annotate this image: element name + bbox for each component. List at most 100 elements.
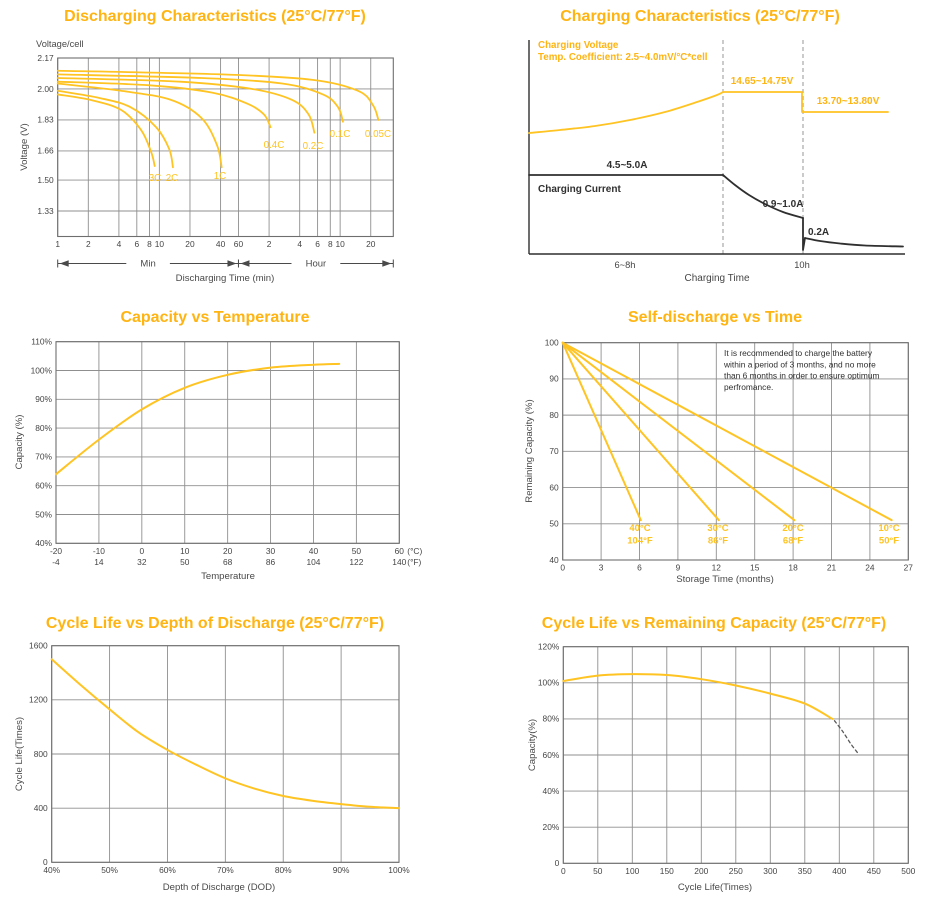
- annotation: 68°F: [783, 536, 803, 547]
- x-tick-label: 50: [593, 866, 603, 876]
- annotation: 0.9~1.0A: [763, 199, 804, 210]
- y-axis-title: Capacity(%): [527, 719, 538, 771]
- y-tick-label: 100%: [31, 365, 53, 375]
- discharging-chart-title: Discharging Characteristics (25°C/77°F): [64, 8, 366, 25]
- cycle-life-capacity-chart-canvas: 0 50 100 150 200 250 300 350 400 450 500 120% 100% 80…: [527, 642, 916, 894]
- range-arrows: [57, 259, 394, 268]
- x-tick-label: 250: [729, 866, 743, 876]
- x-tick-label: 10: [155, 239, 165, 249]
- annotation: than 6 months in order to ensure optimum: [724, 371, 880, 381]
- annotation: 0.2C: [303, 141, 324, 152]
- x-tick-label: 60: [395, 546, 405, 556]
- annotation: It is recommended to charge the battery: [724, 348, 873, 358]
- series-capacity-projection: [833, 720, 859, 754]
- x-tick-label: 50: [352, 546, 362, 556]
- y-tick-label: 70%: [35, 452, 52, 462]
- series-cycle-life: [50, 658, 400, 810]
- series-charging-voltage-step: [722, 91, 889, 113]
- x-tick-label: 60: [234, 239, 244, 249]
- capacity-temperature-chart-title: Capacity vs Temperature: [120, 309, 310, 326]
- series-2C: [56, 89, 174, 169]
- charging-chart-title: Charging Characteristics (25°C/77°F): [560, 8, 840, 25]
- annotation: 30°C: [707, 523, 728, 534]
- tick-labels: 0 50 100 150 200 250 300 350 400 450 500 120% 100% 80…: [538, 642, 916, 876]
- y-tick-label: 400: [34, 803, 48, 813]
- x-tick-label: 24: [865, 563, 875, 573]
- cycle-life-dod-chart-title: Cycle Life vs Depth of Discharge (25°C/7…: [45, 615, 385, 632]
- y-tick-label: 120%: [538, 642, 560, 652]
- x-tick-label: 400: [832, 866, 846, 876]
- x-tick-label: 3: [599, 563, 604, 573]
- x-tick-label: 10: [335, 239, 345, 249]
- y-tick-label: 800: [34, 749, 48, 759]
- y-tick-label: 100%: [538, 678, 560, 688]
- y-tick-label: 1200: [29, 695, 48, 705]
- series-capacity: [562, 673, 834, 720]
- x-tick-label: 4: [297, 239, 302, 249]
- x-tick-label: 18: [788, 563, 798, 573]
- x-tick-label: 6: [315, 239, 320, 249]
- chart-self-discharge-vs-time: Self-discharge vs Time 0 3 6 9 12 15 18 21 24 27 1…: [465, 295, 930, 605]
- annotation: 6~8h: [615, 260, 636, 270]
- plot-border: [55, 341, 400, 544]
- y-tick-label: 60%: [35, 481, 52, 491]
- x-tick-label: 50%: [101, 865, 118, 875]
- chart-cycle-life-vs-remaining-capacity: Cycle Life vs Remaining Capacity (25°C/7…: [465, 605, 930, 918]
- x-tick-label: 20: [185, 239, 195, 249]
- series-0.4C: [56, 80, 272, 129]
- x-tick-label-secondary: 122: [349, 557, 363, 567]
- annotation: 2C: [166, 173, 179, 184]
- gridlines: [562, 646, 909, 864]
- x-tick-label: 2: [267, 239, 272, 249]
- self-discharge-chart-title: Self-discharge vs Time: [628, 309, 802, 326]
- y-tick-label: 80%: [543, 714, 560, 724]
- x-tick-label: 9: [676, 563, 681, 573]
- annotation: 0.4C: [264, 140, 285, 151]
- x-tick-label: 12: [712, 563, 722, 573]
- series-capacity: [55, 362, 341, 476]
- annotation: 40°C: [629, 523, 650, 534]
- x-tick-label: 40: [309, 546, 319, 556]
- annotation: Charging Current: [538, 184, 621, 195]
- self-discharge-chart-canvas: 0 3 6 9 12 15 18 21 24 27 100 90 80 70 60 50 40 Storage T…: [524, 338, 913, 586]
- discharging-characteristics-plot: 1 2 4 6 8 10 20 40 60 2 4 6 8 10 202.172.001.831.661.5…: [19, 39, 394, 284]
- annotation: 86°F: [708, 536, 728, 547]
- x-axis-title: Discharging Time (min): [176, 273, 275, 284]
- x-tick-label: 20: [366, 239, 376, 249]
- cycle-life-vs-depth-of-discharge-plot: 40% 50% 60% 70% 80% 90% 100% 1600 1200 800 400 0 Dep…: [14, 641, 410, 894]
- series-30C: [561, 341, 720, 522]
- y-tick-label: 1.66: [37, 146, 54, 156]
- x-axis-unit: (°C): [407, 546, 422, 556]
- chart-cycle-life-vs-dod: Cycle Life vs Depth of Discharge (25°C/7…: [0, 605, 465, 918]
- x-tick-label-secondary: 32: [137, 557, 147, 567]
- x-tick-label: 350: [798, 866, 812, 876]
- y-axis-title: Voltage (V): [19, 123, 30, 170]
- tick-labels: -20-4-1014032105020683086401045012260140…: [31, 337, 423, 567]
- y-axis-title: Remaining Capacity (%): [524, 399, 535, 502]
- annotation: Temp. Coefficient: 2.5~4.0mV/°C*cell: [538, 52, 708, 63]
- chart-discharging-characteristics: Discharging Characteristics (25°C/77°F) …: [0, 0, 465, 290]
- y-tick-label: 60%: [543, 750, 560, 760]
- annotation: 10°C: [878, 523, 899, 534]
- y-tick-label: 1.33: [37, 206, 54, 216]
- x-tick-label: 6: [134, 239, 139, 249]
- series-charging-current-tail: [804, 237, 904, 248]
- y-tick-label: 40%: [543, 786, 560, 796]
- series-40C: [561, 341, 642, 522]
- x-tick-label: 21: [827, 563, 837, 573]
- x-tick-label: 200: [694, 866, 708, 876]
- x-tick-label: 80%: [275, 865, 292, 875]
- x-tick-label: -10: [93, 546, 105, 556]
- range-label-hour: Hour: [306, 259, 327, 270]
- capacity-vs-temperature-plot: -20-4-1014032105020683086401045012260140…: [14, 337, 422, 583]
- annotation: 20°C: [782, 523, 803, 534]
- x-axis-title: Temperature: [201, 571, 255, 582]
- tick-labels: 1 2 4 6 8 10 20 40 60 2 4 6 8 10 202.172.001.831.661.5…: [37, 53, 375, 249]
- plot-border: [562, 342, 909, 561]
- x-axis-title: Cycle Life(Times): [678, 882, 752, 893]
- x-tick-label: 6: [637, 563, 642, 573]
- annotation: 4.5~5.0A: [607, 160, 648, 171]
- chart-charging-characteristics: Charging Characteristics (25°C/77°F) Cha…: [465, 0, 930, 290]
- y-tick-label: 1600: [29, 641, 48, 651]
